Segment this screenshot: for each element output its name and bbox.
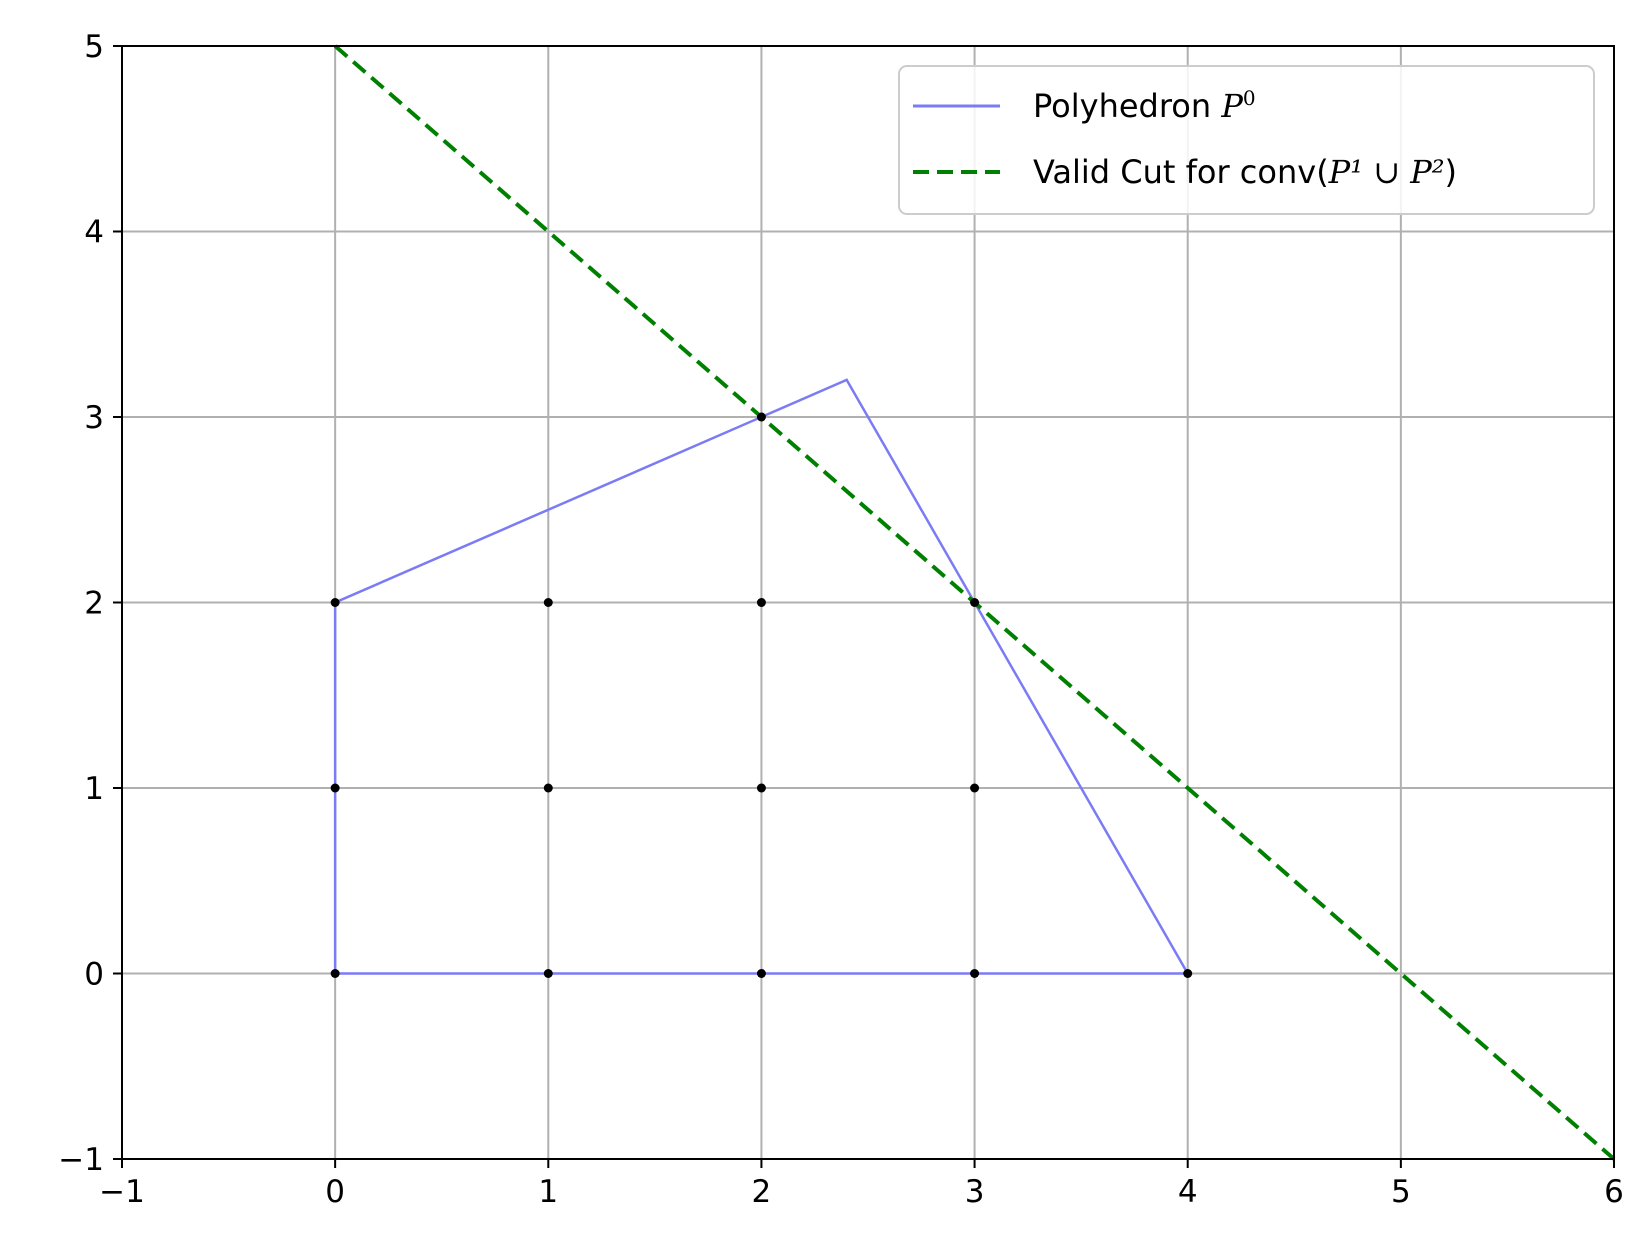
y-tick-label-5: 4 xyxy=(84,215,104,251)
integer-point-1 xyxy=(543,969,553,978)
integer-point-9 xyxy=(330,598,340,607)
integer-point-2 xyxy=(756,969,766,978)
x-tick-label-6: 5 xyxy=(1391,1174,1411,1210)
legend-box xyxy=(898,65,1595,215)
integer-point-6 xyxy=(543,783,553,793)
legend-label-valid-cut: Valid Cut for conv(P¹ ∪ P²) xyxy=(1033,153,1457,191)
integer-point-4 xyxy=(1183,969,1193,978)
x-tick-label-4: 3 xyxy=(965,1174,985,1210)
x-tick-label-3: 2 xyxy=(752,1174,772,1210)
legend-label-polyhedron: Polyhedron P0 xyxy=(1033,86,1256,125)
x-tick-label-2: 1 xyxy=(538,1174,558,1210)
x-tick-label-5: 4 xyxy=(1178,1174,1198,1210)
x-tick-label-7: 6 xyxy=(1604,1174,1624,1210)
legend: Polyhedron P0 Valid Cut for conv(P¹ ∪ P²… xyxy=(898,65,1595,215)
x-tick-label-0: −1 xyxy=(99,1174,145,1210)
y-tick-label-4: 3 xyxy=(84,400,104,436)
integer-points xyxy=(330,412,1193,978)
series-polyhedron-line xyxy=(333,378,1190,975)
x-tick-label-1: 0 xyxy=(325,1174,345,1210)
y-tick-label-1: 0 xyxy=(84,957,104,993)
integer-point-12 xyxy=(756,412,766,422)
integer-point-0 xyxy=(330,969,340,978)
y-tick-label-2: 1 xyxy=(84,771,104,807)
y-tick-label-0: −1 xyxy=(58,1142,104,1178)
y-tick-label-3: 2 xyxy=(84,586,104,622)
axis-ticks: −1 0 1 2 3 4 5 6 −1 0 1 2 3 4 5 xyxy=(58,29,1624,1210)
integer-point-5 xyxy=(330,783,340,793)
integer-point-7 xyxy=(756,783,766,793)
integer-point-10 xyxy=(543,598,553,607)
integer-point-13 xyxy=(970,598,980,607)
integer-point-11 xyxy=(756,598,766,607)
integer-point-3 xyxy=(970,969,980,978)
y-tick-label-6: 5 xyxy=(84,29,104,65)
integer-point-8 xyxy=(970,783,980,793)
